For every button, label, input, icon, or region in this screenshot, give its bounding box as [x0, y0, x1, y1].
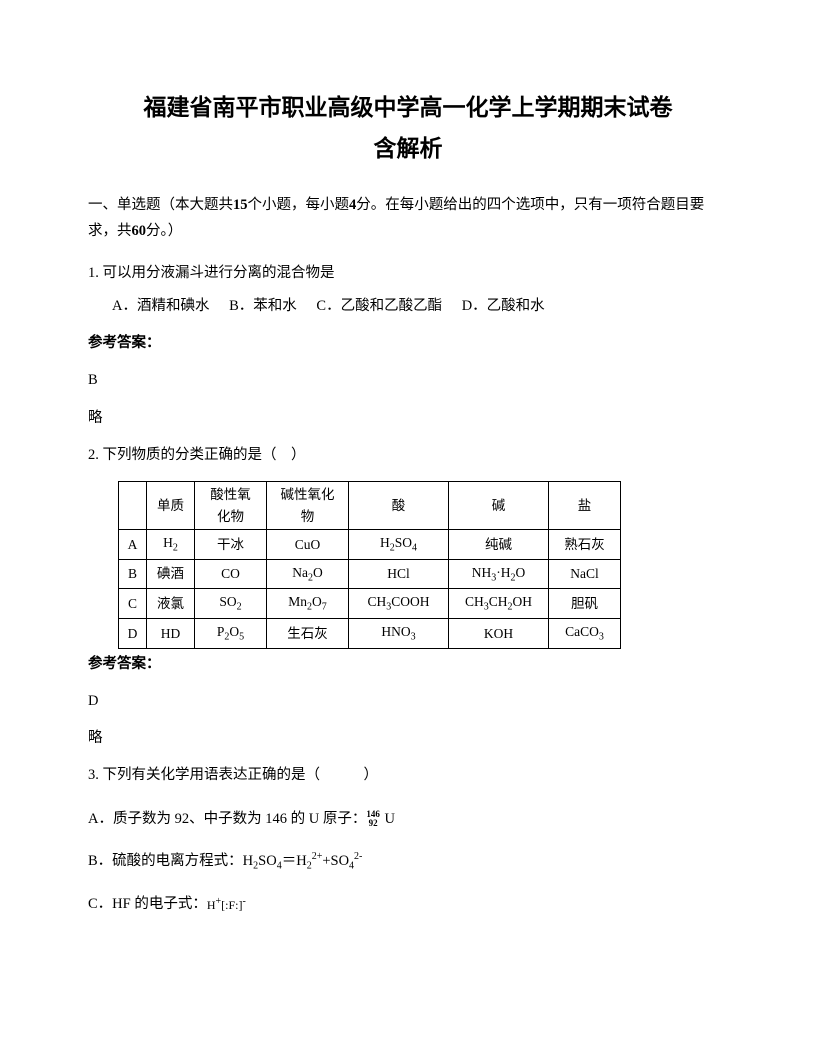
cell: H2 [147, 530, 195, 560]
cell: HNO3 [349, 619, 449, 649]
cell: CuO [267, 530, 349, 560]
table-header-row: 单质 酸性氧化物 碱性氧化物 酸 碱 盐 [119, 481, 621, 529]
q3-a-pre: A．质子数为 92、中子数为 146 的 U 原子： [88, 811, 366, 827]
q1-explain: 略 [88, 407, 728, 430]
table-row-a: A H2 干冰 CuO H2SO4 纯碱 熟石灰 [119, 530, 621, 560]
cell: SO2 [195, 589, 267, 619]
th-blank [119, 481, 147, 529]
section-heading: 一、单选题（本大题共15个小题，每小题4分。在每小题给出的四个选项中，只有一项符… [88, 192, 728, 244]
q1-option-a: A．酒精和碘水 [112, 295, 209, 318]
th-base: 碱 [449, 481, 549, 529]
q3-option-b: B．硫酸的电离方程式：H2SO4＝H22++SO42- [88, 849, 728, 875]
q2-table: 单质 酸性氧化物 碱性氧化物 酸 碱 盐 A H2 干冰 CuO H2SO4 纯… [118, 481, 621, 649]
cell: P2O5 [195, 619, 267, 649]
isotope-notation-icon: 14692 [366, 810, 380, 828]
page-title-line2: 含解析 [88, 131, 728, 168]
cell: CH3CH2OH [449, 589, 549, 619]
table-row-b: B 碘酒 CO Na2O HCl NH3·H2O NaCl [119, 559, 621, 589]
q3-c-pre: C．HF 的电子式： [88, 896, 207, 912]
cell: C [119, 589, 147, 619]
cell: Mn2O7 [267, 589, 349, 619]
cell: NaCl [549, 559, 621, 589]
cell: 熟石灰 [549, 530, 621, 560]
electron-formula-icon: H+[:F:]- [207, 894, 246, 915]
q3-number: 3. [88, 767, 99, 783]
q2-explain: 略 [88, 727, 728, 750]
cell: NH3·H2O [449, 559, 549, 589]
cell: A [119, 530, 147, 560]
question-3: 3. 下列有关化学用语表达正确的是（ ） [88, 764, 728, 787]
table-row-d: D HD P2O5 生石灰 HNO3 KOH CaCO3 [119, 619, 621, 649]
th-salt: 盐 [549, 481, 621, 529]
question-2: 2. 下列物质的分类正确的是（ ） [88, 444, 728, 467]
th-element: 单质 [147, 481, 195, 529]
cell: H2SO4 [349, 530, 449, 560]
cell: 胆矾 [549, 589, 621, 619]
q1-option-b: B．苯和水 [229, 295, 297, 318]
answer-label-1: 参考答案： [88, 332, 728, 355]
cell: KOH [449, 619, 549, 649]
cell: CO [195, 559, 267, 589]
q1-option-c: C．乙酸和乙酸乙酯 [316, 295, 442, 318]
th-acid-oxide: 酸性氧化物 [195, 481, 267, 529]
answer-label-2: 参考答案： [88, 653, 728, 676]
q2-number: 2. [88, 447, 99, 463]
cell: Na2O [267, 559, 349, 589]
cell: 液氯 [147, 589, 195, 619]
q1-option-d: D．乙酸和水 [462, 295, 545, 318]
section-text-4: 分。） [146, 223, 182, 239]
table-row-c: C 液氯 SO2 Mn2O7 CH3COOH CH3CH2OH 胆矾 [119, 589, 621, 619]
q3-stem: 下列有关化学用语表达正确的是（ ） [99, 767, 378, 783]
q1-number: 1. [88, 265, 99, 281]
q1-stem: 可以用分液漏斗进行分离的混合物是 [99, 265, 335, 281]
cell: CaCO3 [549, 619, 621, 649]
question-1: 1. 可以用分液漏斗进行分离的混合物是 A．酒精和碘水 B．苯和水 C．乙酸和乙… [88, 262, 728, 318]
q2-stem: 下列物质的分类正确的是（ ） [99, 447, 306, 463]
cell: D [119, 619, 147, 649]
section-total: 60 [132, 223, 147, 239]
q1-answer: B [88, 369, 728, 392]
cell: HD [147, 619, 195, 649]
q3-option-c: C．HF 的电子式：H+[:F:]- [88, 893, 728, 916]
th-base-oxide: 碱性氧化物 [267, 481, 349, 529]
section-text-1: 一、单选题（本大题共 [88, 197, 233, 213]
q2-answer: D [88, 690, 728, 713]
cell: HCl [349, 559, 449, 589]
cell: CH3COOH [349, 589, 449, 619]
cell: B [119, 559, 147, 589]
cell: 碘酒 [147, 559, 195, 589]
page-title-line1: 福建省南平市职业高级中学高一化学上学期期末试卷 [88, 90, 728, 127]
section-text-2: 个小题，每小题 [248, 197, 350, 213]
cell: 生石灰 [267, 619, 349, 649]
section-qcount: 15 [233, 197, 248, 213]
th-acid: 酸 [349, 481, 449, 529]
cell: 干冰 [195, 530, 267, 560]
q1-options: A．酒精和碘水 B．苯和水 C．乙酸和乙酸乙酯 D．乙酸和水 [88, 295, 728, 318]
q3-option-a: A．质子数为 92、中子数为 146 的 U 原子：14692 U [88, 808, 728, 831]
cell: 纯碱 [449, 530, 549, 560]
q3-a-post: U [381, 811, 395, 827]
